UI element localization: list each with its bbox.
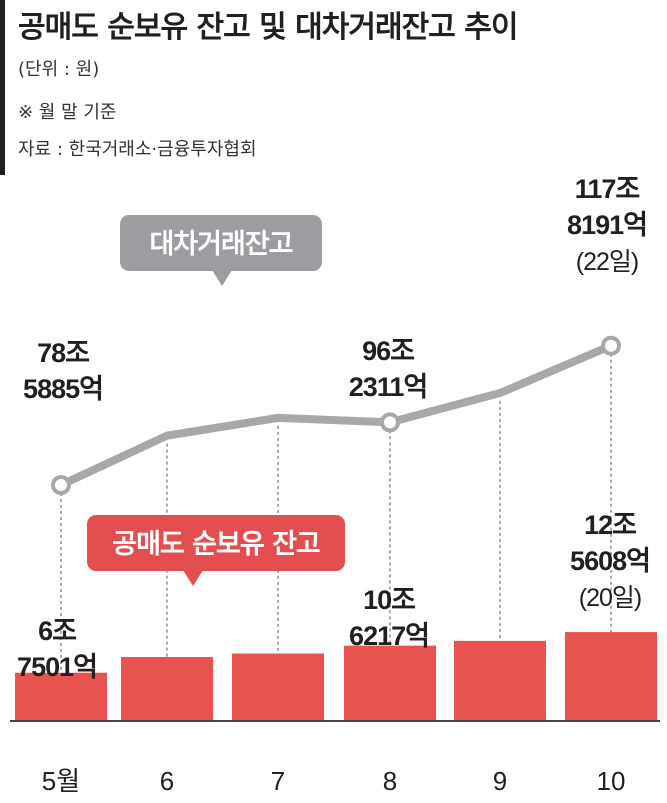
line-data-label: 117조 — [575, 174, 640, 204]
line-data-label: 78조 — [37, 338, 89, 368]
source-note: 자료 : 한국거래소·금융투자협회 — [18, 139, 257, 160]
bar-data-label: 10조 — [363, 585, 415, 615]
x-tick-label: 7 — [271, 766, 285, 796]
line-data-label: 8191억 — [567, 210, 647, 240]
bar-callout-box — [87, 515, 345, 571]
line-data-label: 2311억 — [349, 372, 427, 402]
chart-title: 공매도 순보유 잔고 및 대차거래잔고 추이 — [18, 10, 518, 45]
line-data-label: 5885억 — [23, 374, 103, 404]
bar-data-label: 12조 — [584, 510, 636, 540]
bar-data-label: (20일) — [579, 584, 641, 612]
unit-note: (단위 : 원) — [18, 59, 100, 80]
line-data-label: 96조 — [362, 336, 414, 366]
x-tick-label: 9 — [493, 766, 507, 796]
bar-callout-pointer — [183, 570, 203, 586]
bar — [344, 645, 436, 720]
bar-data-label: 6조 — [38, 616, 76, 646]
bar-data-label: 6217억 — [349, 621, 429, 651]
basis-note: ※ 월 말 기준 — [18, 102, 117, 123]
x-tick-label: 10 — [597, 766, 626, 796]
bar — [15, 672, 107, 720]
line-point — [601, 335, 621, 356]
x-tick-label: 6 — [160, 766, 174, 796]
bar — [454, 640, 546, 720]
bar-data-label: 5608억 — [570, 546, 650, 576]
bar — [232, 653, 324, 720]
line-series — [57, 341, 615, 489]
x-tick-label: 8 — [383, 766, 397, 796]
x-tick-label: 5월 — [42, 766, 80, 796]
bar — [565, 632, 657, 720]
line-point — [51, 475, 71, 495]
line-callout-pointer — [212, 270, 232, 286]
bar — [121, 657, 213, 720]
line-callout-box — [120, 215, 322, 271]
line-callout-label: 대차거래잔고 — [149, 229, 292, 260]
side-rule — [0, 0, 5, 175]
line-point — [380, 412, 400, 433]
line-data-label: (22일) — [576, 248, 638, 276]
bar-callout-label: 공매도 순보유 잔고 — [112, 529, 320, 560]
bar-data-label: 7501억 — [17, 652, 97, 682]
